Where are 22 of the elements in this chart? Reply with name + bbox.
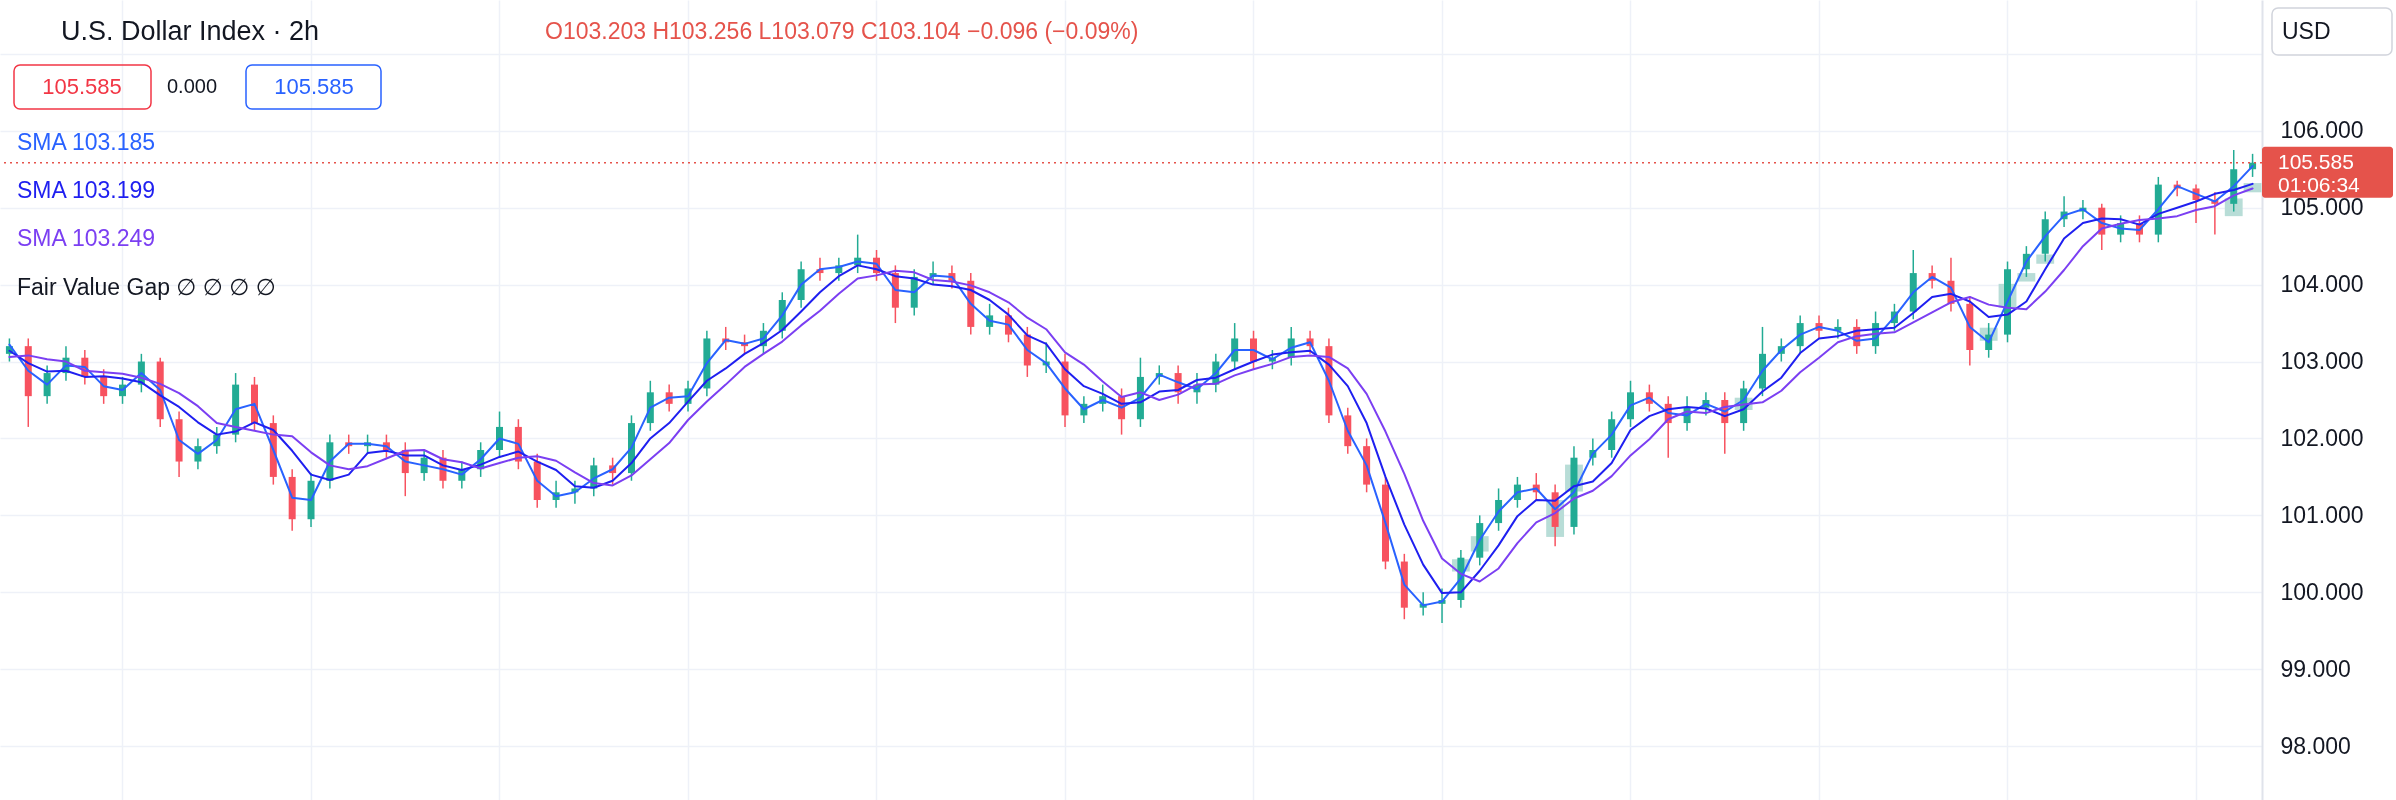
y-tick-label: 105.000 xyxy=(2280,194,2364,221)
text: U.S. Dollar Index · 2h xyxy=(61,16,320,46)
annotation: 105.585 xyxy=(274,74,354,99)
y-tick-label: 101.000 xyxy=(2280,501,2364,528)
y-tick-label: 99.000 xyxy=(2280,655,2351,682)
text: SMA 103.249 xyxy=(17,225,156,251)
y-tick-label: 103.000 xyxy=(2280,348,2364,375)
candlestick xyxy=(1796,314,1804,355)
text: O103.203 H103.256 L103.079 C103.104 −0.096 (−0.09%) xyxy=(545,18,1139,44)
text: SMA 103.185 xyxy=(17,129,156,155)
annotation: 0.000 xyxy=(167,75,218,97)
y-tick-label: 104.000 xyxy=(2280,271,2364,298)
annotation: 105.585 xyxy=(42,74,122,99)
annotation: Fair Value Gap ∅ ∅ ∅ ∅ xyxy=(17,274,276,300)
y-tick-label: 106.000 xyxy=(2280,117,2364,144)
text: SMA 103.199 xyxy=(17,177,156,203)
y-tick-label: 102.000 xyxy=(2280,424,2364,451)
ref-line-label: 105.585 xyxy=(2278,149,2354,173)
text: 01:06:34 xyxy=(2278,172,2361,196)
y-tick-label: 98.000 xyxy=(2280,732,2351,759)
text: USD xyxy=(2282,18,2331,44)
y-tick-label: 100.000 xyxy=(2280,578,2364,605)
